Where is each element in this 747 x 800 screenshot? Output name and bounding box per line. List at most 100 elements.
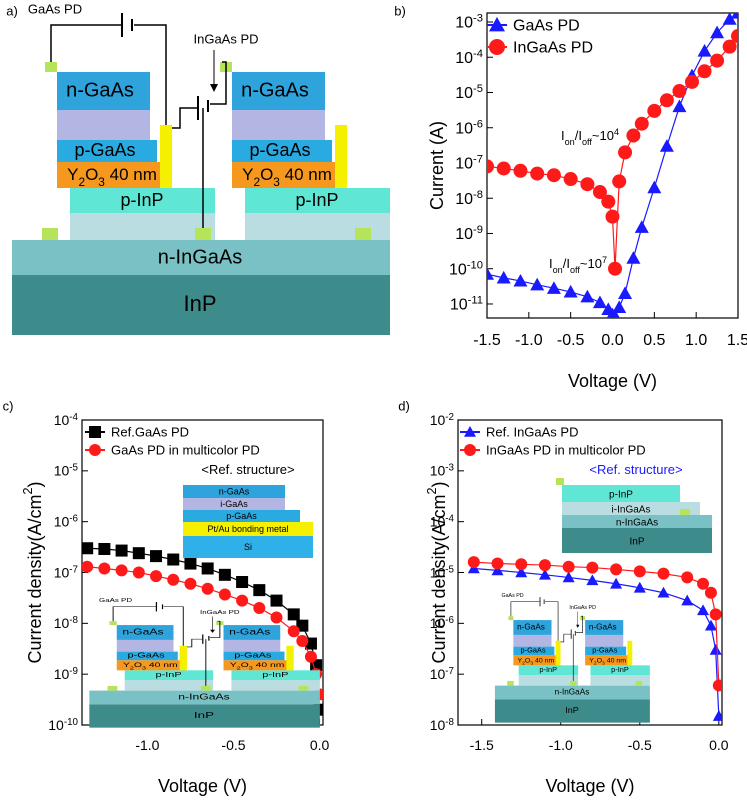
marker: [515, 566, 528, 578]
x-tick-label: 0.0: [601, 332, 623, 349]
marker: [712, 679, 722, 692]
marker: [634, 116, 649, 131]
layer-label: n-GaAs: [219, 487, 250, 497]
marker: [115, 544, 128, 557]
contact-pad: [107, 685, 118, 691]
marker: [82, 542, 94, 555]
n-ingaas-layer: [89, 690, 320, 705]
layer-label: p-GaAs: [74, 140, 135, 160]
contact-pad: [195, 228, 211, 240]
device-title: InGaAs PD: [200, 610, 240, 615]
marker: [184, 577, 197, 590]
x-tick-label: 0.5: [643, 332, 665, 349]
marker: [487, 159, 494, 174]
marker: [236, 594, 249, 607]
marker: [608, 261, 623, 276]
layer-label: Si: [244, 542, 252, 552]
n-ingaas-layer: [12, 240, 390, 275]
marker: [296, 619, 309, 632]
n-gaas-layer: [585, 620, 624, 635]
contact: [555, 640, 561, 666]
arrow-head: [576, 624, 580, 628]
layer-label: Y2O3 40 nm: [123, 661, 178, 671]
p-inp-layer: [518, 665, 579, 676]
marker: [659, 139, 674, 152]
layer: [518, 675, 579, 686]
marker: [704, 586, 717, 599]
panel-label: a): [6, 3, 18, 18]
marker: [184, 557, 197, 570]
marker: [586, 574, 599, 586]
p-gaas-layer: [232, 140, 332, 162]
layer-label: InP: [194, 711, 214, 720]
marker: [633, 565, 646, 578]
marker: [659, 93, 674, 108]
legend-label: InGaAs PD: [513, 40, 593, 57]
x-tick-label: -1.0: [135, 737, 159, 753]
y-tick-label: 10-8: [430, 716, 455, 733]
wire: [544, 601, 559, 641]
marker: [304, 650, 317, 663]
legend-marker: [464, 444, 476, 456]
x-tick-label: 1.5: [727, 332, 747, 349]
marker: [167, 573, 180, 586]
marker: [563, 172, 578, 187]
contact-pad: [556, 478, 564, 485]
marker: [633, 581, 646, 593]
marker: [546, 168, 561, 183]
contact-pad: [42, 228, 58, 240]
y-tick-label: 10-3: [455, 13, 483, 32]
ref-structure: n-GaAs i-GaAs p-GaAs Pt/Au bonding metal Si <…: [183, 462, 313, 558]
legend-marker: [464, 426, 476, 437]
marker: [150, 570, 163, 583]
marker: [467, 556, 480, 569]
marker: [681, 594, 694, 606]
plot-area: [467, 556, 722, 721]
layer-label: i-GaAs: [220, 499, 248, 509]
marker: [82, 560, 94, 573]
layer: [562, 502, 700, 515]
contact: [160, 125, 172, 188]
n-gaas-layer: [116, 625, 174, 640]
x-tick-label: -1.0: [549, 737, 573, 753]
marker: [626, 251, 641, 264]
x-axis-label: Voltage (V): [158, 776, 247, 796]
device-title: InGaAs PD: [193, 31, 258, 46]
n-gaas-layer: [232, 72, 325, 110]
annotation: Ion/Ioff~104: [561, 127, 619, 147]
layer-label: p-GaAs: [234, 652, 272, 660]
y2o3-layer: [116, 660, 186, 671]
marker: [592, 185, 607, 200]
wire: [112, 606, 157, 622]
marker: [731, 13, 738, 19]
marker: [697, 44, 712, 57]
y-tick-label: 10-9: [54, 666, 78, 683]
marker: [562, 560, 575, 573]
marker: [201, 582, 214, 595]
legend-marker: [89, 426, 101, 438]
n-gaas-layer: [513, 620, 552, 635]
wire: [576, 615, 583, 633]
marker: [98, 542, 111, 555]
marker: [236, 576, 249, 589]
y-tick-label: 10-7: [54, 564, 78, 581]
x-tick-label: 0.0: [709, 737, 729, 753]
contact: [627, 640, 633, 666]
layer: [562, 485, 680, 502]
legend-label: GaAs PD in multicolor PD: [111, 443, 260, 458]
contact-pad: [200, 685, 211, 691]
marker: [709, 608, 722, 621]
x-tick-label: -1.5: [473, 332, 501, 349]
y2o3-layer: [57, 162, 169, 188]
legend-label: GaAs PD: [513, 18, 580, 35]
marker: [647, 103, 662, 118]
layer-label: InP: [565, 705, 579, 715]
marker: [515, 558, 528, 571]
layer: [57, 110, 150, 140]
arrow-head: [210, 629, 215, 633]
marker: [530, 166, 545, 181]
layer-label: n-InGaAs: [158, 246, 242, 268]
marker: [684, 74, 699, 89]
marker: [722, 13, 737, 25]
